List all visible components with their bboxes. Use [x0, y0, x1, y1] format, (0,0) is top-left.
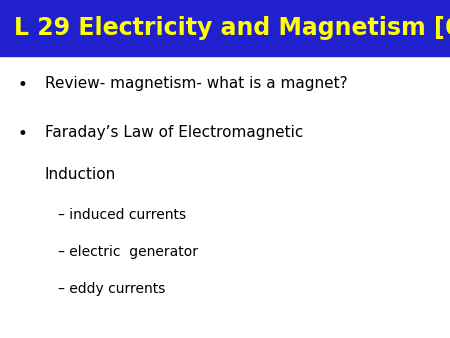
- Text: Faraday’s Law of Electromagnetic: Faraday’s Law of Electromagnetic: [45, 125, 303, 140]
- Text: – induced currents: – induced currents: [58, 208, 187, 222]
- Text: •: •: [18, 125, 28, 143]
- Text: •: •: [18, 76, 28, 94]
- Text: – electric  generator: – electric generator: [58, 245, 198, 259]
- Bar: [0, 0, 450, 56]
- Text: Review- magnetism- what is a magnet?: Review- magnetism- what is a magnet?: [45, 76, 347, 91]
- Text: – eddy currents: – eddy currents: [58, 282, 166, 296]
- Text: Induction: Induction: [45, 167, 116, 182]
- Text: L 29 Electricity and Magnetism [6]: L 29 Electricity and Magnetism [6]: [14, 16, 450, 40]
